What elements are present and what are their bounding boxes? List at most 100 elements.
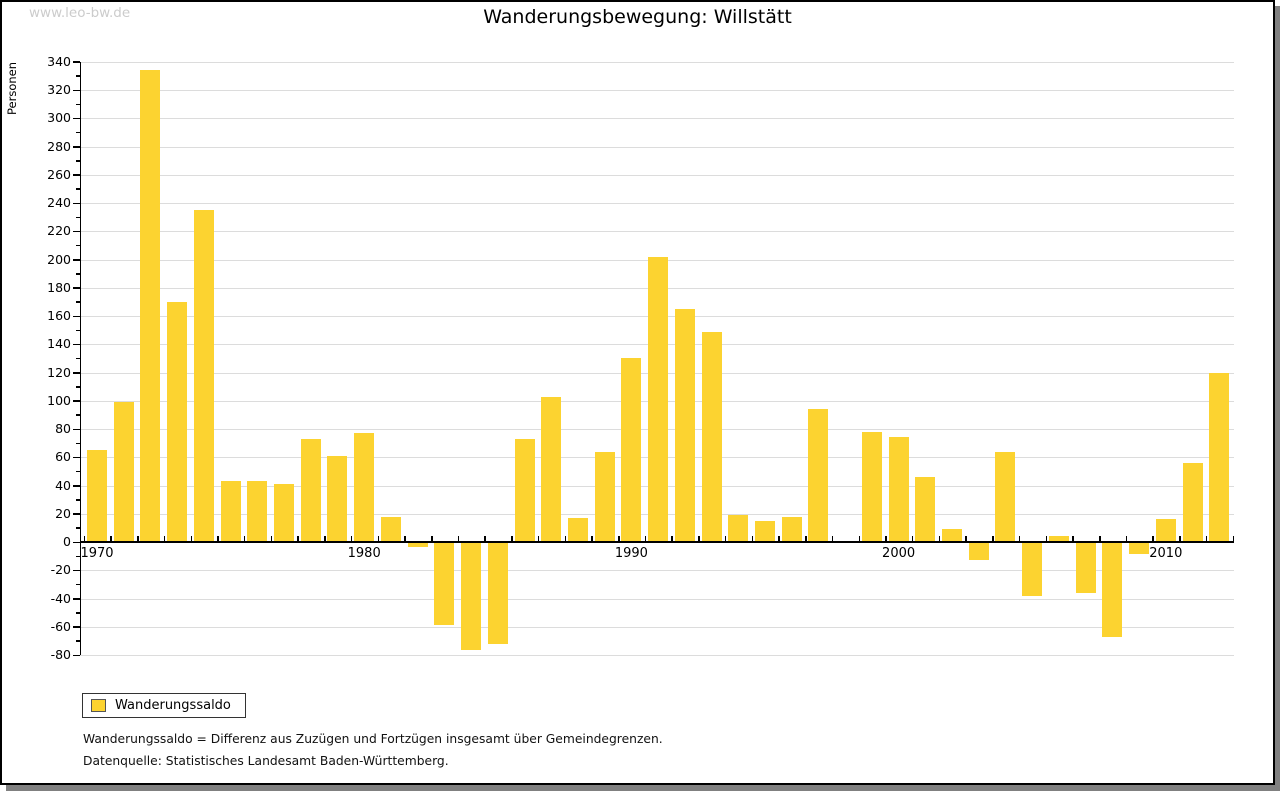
bar xyxy=(300,438,321,541)
y-axis-tick-label: 300 xyxy=(47,110,71,126)
y-axis-minor-tick xyxy=(76,75,80,77)
y-axis-major-tick xyxy=(73,428,80,430)
legend-swatch-icon xyxy=(91,699,106,712)
y-axis-minor-tick xyxy=(76,527,80,529)
bar xyxy=(220,481,241,541)
bar xyxy=(247,481,268,541)
y-axis-minor-tick xyxy=(76,583,80,586)
bar xyxy=(327,455,348,541)
y-axis-tick-label: 80 xyxy=(55,421,71,436)
y-axis-tick-label: -80 xyxy=(50,647,71,662)
bar xyxy=(274,484,295,541)
x-axis-tick xyxy=(911,536,914,541)
x-axis-tick xyxy=(1179,536,1181,541)
y-axis-major-tick xyxy=(73,485,80,487)
y-axis-tick-label: 200 xyxy=(47,251,71,267)
x-axis-tick xyxy=(965,536,967,541)
bar xyxy=(1075,542,1096,594)
bar xyxy=(1102,542,1123,638)
x-axis-tick xyxy=(618,536,620,541)
y-axis-minor-tick xyxy=(76,640,80,642)
legend-label: Wanderungssaldo xyxy=(115,698,231,713)
y-axis-major-tick xyxy=(73,315,80,317)
x-axis-tick-label: 1980 xyxy=(347,546,381,561)
bar xyxy=(674,308,695,541)
y-axis-major-tick xyxy=(73,513,80,515)
y-axis-minor-tick xyxy=(76,216,80,219)
gridline xyxy=(80,90,1234,91)
x-axis-tick xyxy=(698,536,700,541)
bar xyxy=(915,477,936,541)
y-axis-minor-tick xyxy=(76,442,80,445)
bar xyxy=(621,358,642,541)
y-axis-major-tick xyxy=(73,202,80,204)
bar xyxy=(968,542,989,560)
y-axis-minor-tick xyxy=(76,555,80,558)
gridline xyxy=(80,118,1234,120)
bar xyxy=(193,210,214,541)
bar xyxy=(461,542,482,650)
x-axis-tick xyxy=(591,536,593,541)
y-axis-minor-tick xyxy=(76,386,80,388)
bar xyxy=(781,516,802,541)
bar xyxy=(995,451,1016,541)
y-axis-major-tick xyxy=(73,89,80,91)
y-axis-tick-label: 180 xyxy=(47,279,71,295)
y-axis-minor-tick xyxy=(76,160,80,162)
gridline xyxy=(80,570,1234,572)
watermark: www.leo-bw.de xyxy=(29,5,131,21)
y-axis-tick-label: 0 xyxy=(63,534,71,549)
bar xyxy=(1048,536,1069,541)
x-axis-tick xyxy=(484,536,486,541)
legend: Wanderungssaldo xyxy=(82,693,246,718)
x-axis-tick xyxy=(1045,536,1048,541)
x-axis-tick xyxy=(778,536,780,541)
x-axis-tick xyxy=(1099,536,1101,541)
x-axis-tick xyxy=(831,536,834,541)
gridline xyxy=(80,203,1234,204)
bar xyxy=(434,542,455,625)
bar xyxy=(1155,519,1176,541)
x-axis-tick xyxy=(324,536,326,541)
bar xyxy=(594,451,615,541)
footnote-source: Datenquelle: Statistisches Landesamt Bad… xyxy=(83,754,449,768)
y-axis-major-tick xyxy=(73,230,80,233)
bar xyxy=(728,515,749,541)
gridline xyxy=(80,61,1234,63)
bar xyxy=(942,529,963,541)
x-axis-tick xyxy=(431,536,433,541)
x-axis-tick xyxy=(1232,536,1235,541)
y-axis-minor-tick xyxy=(76,273,80,275)
x-axis-tick-label: 2010 xyxy=(1149,546,1183,561)
gridline xyxy=(80,598,1234,600)
x-axis-tick xyxy=(1072,536,1074,541)
x-axis-tick-label: 1970 xyxy=(80,546,114,561)
x-axis-tick xyxy=(190,536,193,541)
x-axis-tick xyxy=(297,536,299,541)
x-axis-tick xyxy=(110,536,112,541)
y-axis-major-tick xyxy=(73,117,80,120)
x-axis-tick xyxy=(270,536,273,541)
y-axis-tick-label: -20 xyxy=(50,562,71,578)
y-axis-minor-tick xyxy=(76,244,80,247)
x-axis-tick xyxy=(350,536,353,541)
bar xyxy=(514,438,535,541)
x-axis-line xyxy=(80,540,1234,543)
y-axis-tick-label: 240 xyxy=(47,195,71,210)
y-axis-tick-label: 20 xyxy=(55,505,71,521)
bar xyxy=(140,70,161,541)
x-axis-tick xyxy=(671,536,673,541)
gridline xyxy=(80,174,1234,176)
x-axis-tick xyxy=(751,536,754,541)
x-axis-tick xyxy=(137,536,139,541)
y-axis-major-tick xyxy=(73,400,80,402)
y-axis-tick-label: 160 xyxy=(47,308,71,323)
y-axis-minor-tick xyxy=(76,414,80,416)
x-axis-tick xyxy=(377,536,380,541)
x-axis-tick xyxy=(564,536,567,541)
bar xyxy=(113,402,134,541)
y-axis-major-tick xyxy=(73,541,80,543)
y-axis-minor-tick xyxy=(76,470,80,473)
footnote-definition: Wanderungssaldo = Differenz aus Zuzügen … xyxy=(83,732,663,746)
